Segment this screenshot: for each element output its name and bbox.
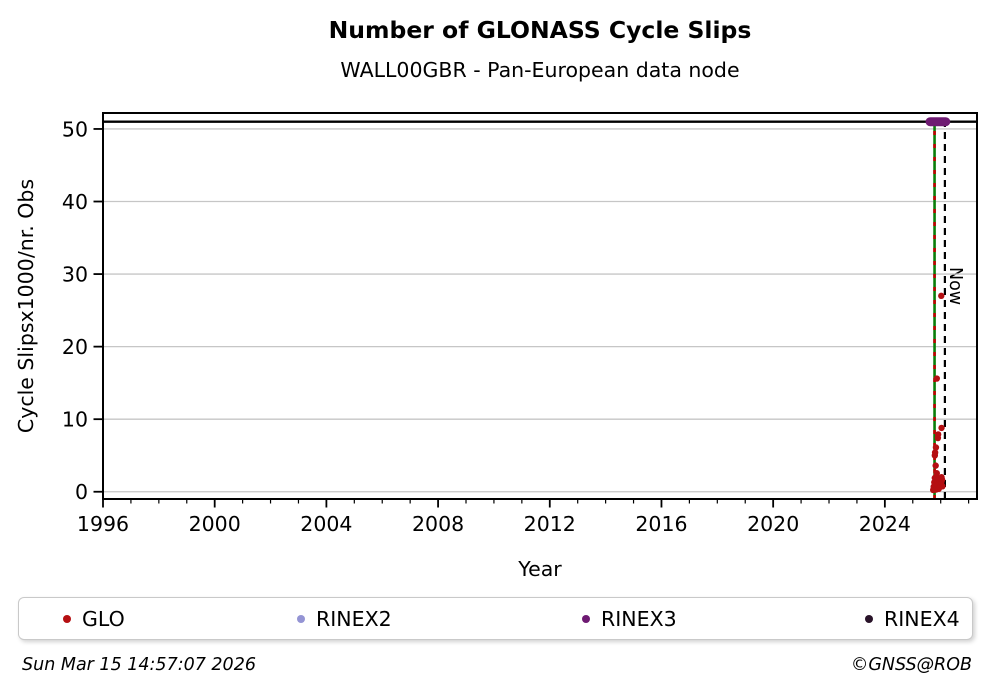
data-point-glo [938,424,945,432]
legend-label-rinex4: RINEX4 [884,606,960,631]
data-point-glo [939,483,946,490]
data-point-glo [934,431,942,438]
legend-item-rinex3: RINEX3 [582,598,677,639]
x-tick-label: 2000 [189,512,241,536]
legend-label-glo: GLO [82,606,125,631]
y-tick-label: 20 [62,335,88,359]
x-tick-label: 2004 [300,512,352,536]
copyright: ©GNSS@ROB [850,655,972,675]
timestamp: Sun Mar 15 14:57:07 2026 [22,655,256,675]
chart-title: Number of GLONASS Cycle Slips [328,16,752,44]
data-point-rinex3 [941,117,951,127]
now-line-label: Now [945,267,965,305]
legend: GLO RINEX2 RINEX3 RINEX4 [18,597,973,640]
plot-area: Year Cycle Slipsx1000/nr. Obs Now 1996 20… [14,112,978,581]
x-tick-label: 2012 [524,512,576,536]
data-point-glo [931,449,939,456]
rinex4-marker-icon [865,614,873,623]
y-tick-label: 30 [62,263,88,287]
x-tick-label: 2016 [635,512,687,536]
x-tick-label: 2008 [412,512,464,536]
y-axis-label: Cycle Slipsx1000/nr. Obs [14,179,38,433]
y-tick-label: 50 [62,117,88,141]
legend-item-rinex2: RINEX2 [297,598,392,639]
y-tick-label: 0 [75,480,88,504]
axes-border [102,112,978,500]
x-tick-label: 2020 [747,512,799,536]
rinex2-marker-icon [297,614,305,623]
x-tick-label: 1996 [77,512,129,536]
data-point-glo [938,292,945,300]
x-tick-label: 2024 [859,512,911,536]
y-tick-label: 40 [62,190,88,214]
y-tick-label: 10 [62,408,88,432]
legend-label-rinex3: RINEX3 [601,606,677,631]
data-point-glo [932,462,939,469]
x-axis-label: Year [517,557,562,581]
legend-item-rinex4: RINEX4 [865,598,960,639]
legend-item-glo: GLO [63,598,125,639]
data-point-glo [933,375,940,382]
data-point-glo [933,470,940,477]
data-point-glo [938,476,946,483]
glo-marker-icon [63,614,71,623]
legend-label-rinex2: RINEX2 [316,606,392,631]
rinex3-marker-icon [582,614,590,623]
chart-subtitle: WALL00GBR - Pan-European data node [340,58,740,82]
data-point-glo [932,444,940,451]
